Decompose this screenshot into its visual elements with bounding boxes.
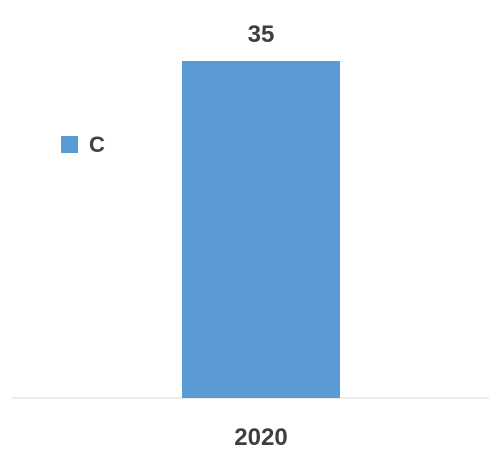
legend-label-c: C — [89, 132, 105, 157]
legend-swatch-c — [61, 136, 78, 153]
data-label-2020: 35 — [248, 21, 275, 48]
bar-2020 — [182, 61, 340, 398]
x-axis-tick-2020: 2020 — [234, 424, 287, 451]
